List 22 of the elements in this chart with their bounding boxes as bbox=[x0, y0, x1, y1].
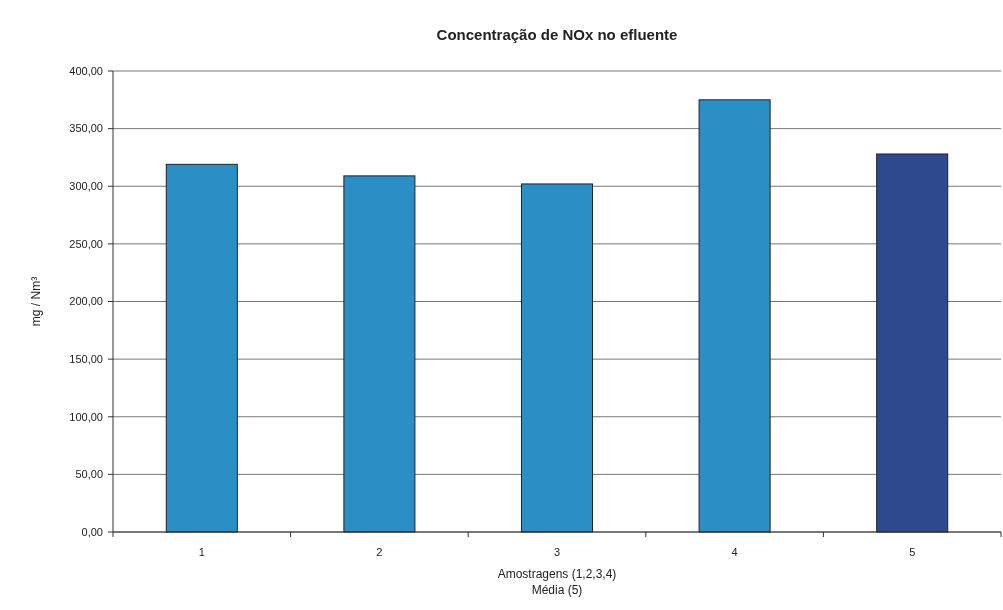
y-tick-label: 150,00 bbox=[69, 352, 103, 365]
x-tick-label: 5 bbox=[909, 546, 916, 558]
y-tick-label: 350,00 bbox=[69, 122, 103, 135]
bar bbox=[520, 183, 594, 533]
bar bbox=[698, 99, 771, 533]
x-tick-label: 4 bbox=[731, 546, 738, 558]
bar bbox=[343, 175, 416, 533]
y-tick-label: 400,00 bbox=[69, 64, 103, 77]
chart-title: Concentração de NOx no efluente bbox=[436, 26, 678, 43]
x-tick-label: 1 bbox=[198, 546, 205, 558]
bar bbox=[165, 163, 238, 533]
y-tick-label: 50,00 bbox=[75, 468, 103, 481]
y-tick-label: 200,00 bbox=[69, 295, 103, 308]
y-tick-label: 300,00 bbox=[69, 180, 103, 193]
x-axis-title: Amostragens (1,2,3,4) Média (5) bbox=[497, 567, 617, 597]
y-tick-label: 0,00 bbox=[81, 525, 103, 538]
x-tick-label: 2 bbox=[376, 546, 383, 558]
y-tick-label: 250,00 bbox=[69, 237, 103, 250]
x-tick-label: 3 bbox=[553, 546, 561, 558]
bar bbox=[876, 153, 949, 533]
y-axis-title: mg / Nm³ bbox=[29, 276, 43, 327]
y-tick-label: 100,00 bbox=[69, 410, 103, 423]
